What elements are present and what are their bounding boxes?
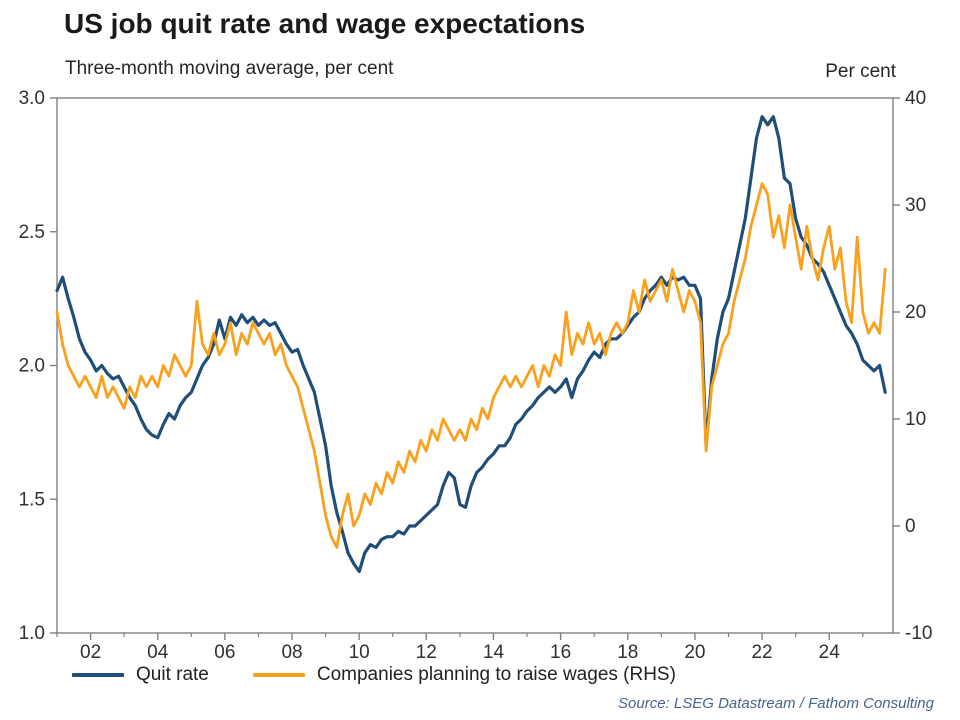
- x-tick-label: 04: [147, 642, 169, 663]
- x-tick-label: 08: [281, 642, 302, 663]
- right-axis-title: Per cent: [825, 61, 896, 82]
- x-tick-label: 16: [550, 642, 571, 663]
- x-tick-label: 02: [80, 642, 101, 663]
- wage-line-swatch: [252, 673, 305, 677]
- chart-title: US job quit rate and wage expectations: [64, 8, 586, 39]
- quit-rate-line-swatch: [72, 673, 124, 677]
- y-right-tick-label: 40: [905, 88, 926, 109]
- chart-subtitle: Three-month moving average, per cent: [65, 58, 394, 79]
- x-tick-label: 12: [416, 642, 437, 663]
- y-left-tick-label: 1.0: [19, 623, 45, 644]
- x-tick-label: 20: [684, 642, 705, 663]
- wage-expectations-line: [55, 182, 887, 549]
- x-tick-label: 18: [617, 642, 638, 663]
- y-left-tick-label: 2.5: [19, 222, 45, 243]
- y-left-tick-label: 2.0: [19, 356, 45, 377]
- chart-legend: Quit rate Companies planning to raise wa…: [72, 664, 676, 686]
- legend-item-quit-rate: Quit rate: [72, 664, 209, 686]
- x-tick-label: 10: [349, 642, 370, 663]
- quit-rate-line: [55, 115, 887, 574]
- source-note: Source: LSEG Datastream / Fathom Consult…: [618, 695, 934, 712]
- y-left-tick-label: 1.5: [19, 489, 45, 510]
- y-right-tick-label: 20: [905, 302, 926, 323]
- plot-border: [56, 97, 894, 634]
- legend-label-wage-expectations: Companies planning to raise wages (RHS): [316, 664, 676, 685]
- x-tick-label: 22: [751, 642, 772, 663]
- y-right-tick-label: -10: [905, 623, 932, 644]
- y-right-tick-label: 30: [905, 195, 926, 216]
- legend-item-wage-expectations: Companies planning to raise wages (RHS): [252, 664, 676, 686]
- x-tick-label: 24: [819, 642, 841, 663]
- y-right-tick-label: 10: [905, 409, 926, 430]
- legend-label-quit-rate: Quit rate: [136, 664, 209, 685]
- x-tick-label: 14: [483, 642, 505, 663]
- y-left-tick-label: 3.0: [19, 88, 45, 109]
- x-tick-label: 06: [214, 642, 235, 663]
- y-right-tick-label: 0: [905, 516, 916, 537]
